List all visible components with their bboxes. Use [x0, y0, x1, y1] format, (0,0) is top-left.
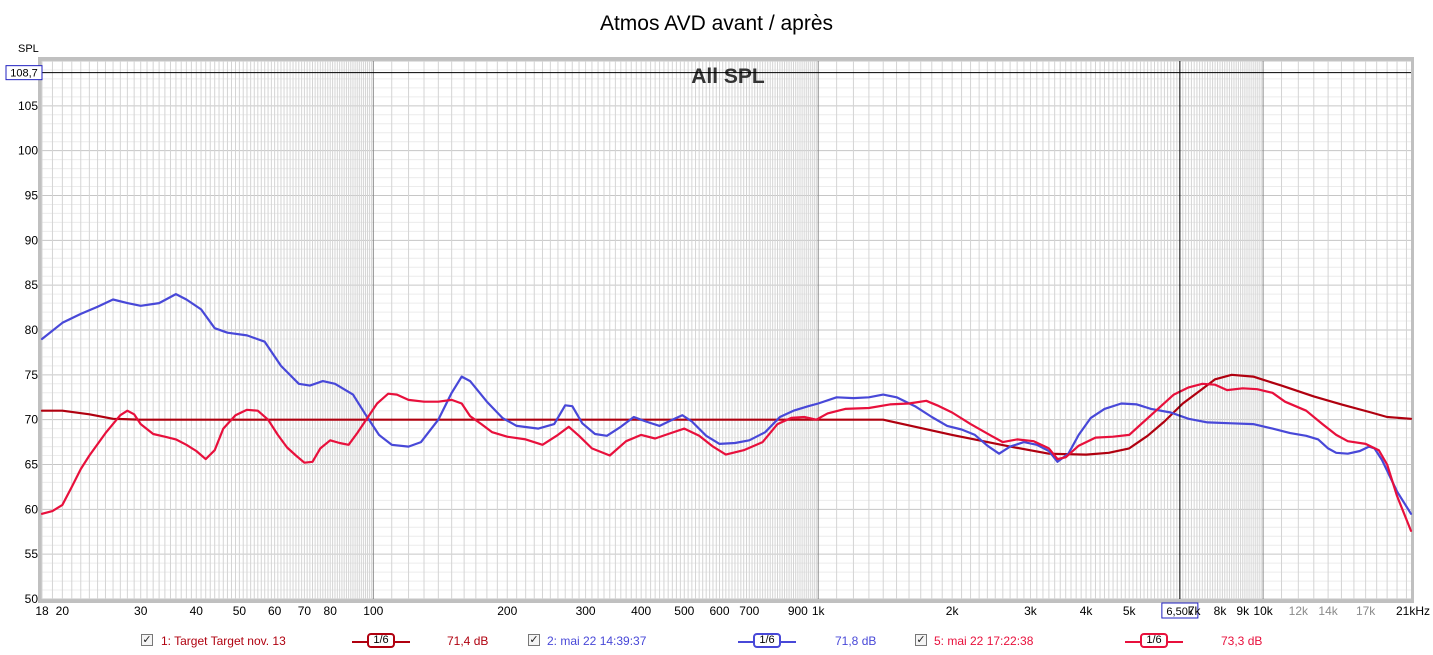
series-2-smoothing-label: 1/6 [753, 633, 781, 648]
series-1-name: 1: Target Target nov. 13 [161, 634, 286, 648]
legend-series-1: ✓ 1: Target Target nov. 13 1/6 71,4 dB ✓… [0, 630, 1433, 652]
x-tick-label: 17k [1356, 604, 1376, 618]
cursor-x-readout: 6,50k [1166, 606, 1193, 618]
series-line-2 [40, 293, 1413, 515]
y-tick-label: 75 [25, 368, 39, 382]
series-layer [40, 293, 1413, 532]
series-5-name: 5: mai 22 17:22:38 [934, 634, 1034, 648]
x-tick-label: 700 [739, 604, 759, 618]
series-5-smoothing-label: 1/6 [1140, 633, 1168, 648]
cursor-x-readout-box [1161, 602, 1199, 619]
x-tick-label: 2k [946, 604, 960, 618]
series-line-3 [40, 382, 1413, 532]
x-tick-label: 18 [35, 604, 49, 618]
y-tick-label: 60 [25, 502, 39, 516]
x-tick-label: 60 [268, 604, 282, 618]
series-line-1 [40, 373, 1413, 456]
y-tick-label: 55 [25, 547, 39, 561]
x-axis-ticks: 18 20 30 40 50 60 70 80 100 200 300 400 500 600 700 900… [35, 604, 1430, 618]
x-tick-label: 500 [674, 604, 694, 618]
x-tick-label: 600 [709, 604, 729, 618]
x-tick-label: 9k [1236, 604, 1250, 618]
x-tick-label: 80 [324, 604, 338, 618]
cursor-layer[interactable]: 108,7 6,50k [5, 61, 1411, 619]
y-tick-label: 50 [25, 592, 39, 606]
x-tick-label: 21kHz [1396, 604, 1430, 618]
x-tick-label: 300 [576, 604, 596, 618]
x-tick-label: 8k [1214, 604, 1228, 618]
series-2-checkbox[interactable]: ✓ [528, 634, 540, 646]
x-tick-label: 4k [1080, 604, 1094, 618]
grid [41, 60, 1411, 600]
series-2-smoothing-swatch[interactable]: 1/6 [738, 631, 796, 651]
y-tick-label: 95 [25, 189, 39, 203]
series-5-level: 73,3 dB [1221, 634, 1263, 648]
y-tick-label: 80 [25, 323, 39, 337]
x-tick-label: 200 [497, 604, 517, 618]
x-tick-label: 100 [363, 604, 383, 618]
cursor-y-readout: 108,7 [10, 68, 38, 80]
x-tick-label: 1k [812, 604, 826, 618]
series-1-checkbox[interactable]: ✓ [141, 634, 153, 646]
series-2-level: 71,8 dB [835, 634, 877, 648]
x-tick-label: 5k [1123, 604, 1137, 618]
x-tick-label: 400 [631, 604, 651, 618]
series-1-level: 71,4 dB [447, 634, 489, 648]
series-1-smoothing-label: 1/6 [367, 633, 395, 648]
series-2-name: 2: mai 22 14:39:37 [547, 634, 647, 648]
series-5-checkbox[interactable]: ✓ [915, 634, 927, 646]
y-axis-ticks: 50 55 60 65 70 75 80 85 90 95 100 105 [18, 99, 38, 606]
x-tick-label: 20 [56, 604, 70, 618]
y-tick-label: 85 [25, 278, 39, 292]
y-tick-label: 90 [25, 233, 39, 247]
y-tick-label: 100 [18, 144, 38, 158]
x-tick-label: 3k [1024, 604, 1038, 618]
cursor-y-readout-box [5, 65, 43, 81]
series-1-smoothing-swatch[interactable]: 1/6 [352, 631, 410, 651]
x-tick-label: 12k [1289, 604, 1309, 618]
x-tick-label: 900 [788, 604, 808, 618]
x-tick-label: 10k [1253, 604, 1273, 618]
series-5-smoothing-swatch[interactable]: 1/6 [1125, 631, 1183, 651]
x-tick-label: 50 [233, 604, 247, 618]
x-tick-label: 14k [1318, 604, 1338, 618]
plot-watermark: All SPL [691, 65, 765, 88]
x-tick-label: 70 [298, 604, 312, 618]
chart-title: Atmos AVD avant / après [600, 12, 833, 35]
y-axis-label: SPL [18, 43, 39, 55]
x-tick-label: 40 [190, 604, 204, 618]
x-tick-label: 30 [134, 604, 148, 618]
y-tick-label: 105 [18, 99, 38, 113]
y-tick-label: 70 [25, 413, 39, 427]
y-tick-label: 65 [25, 458, 39, 472]
x-tick-label: 7k [1188, 604, 1202, 618]
